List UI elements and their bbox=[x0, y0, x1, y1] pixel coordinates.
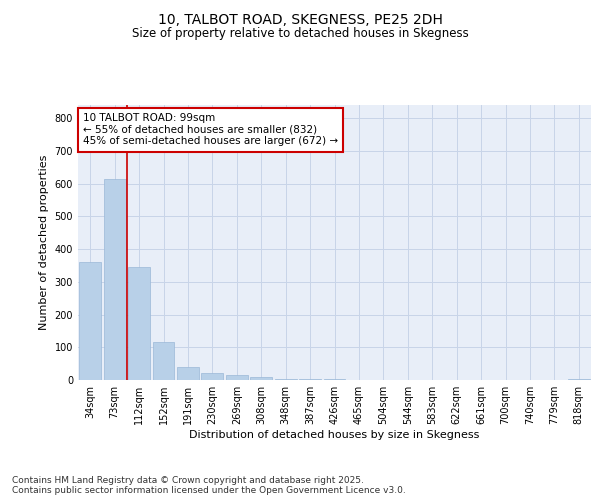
Bar bbox=[226, 375, 248, 380]
X-axis label: Distribution of detached houses by size in Skegness: Distribution of detached houses by size … bbox=[190, 430, 479, 440]
Bar bbox=[104, 178, 125, 380]
Bar bbox=[250, 376, 272, 380]
Text: 10 TALBOT ROAD: 99sqm
← 55% of detached houses are smaller (832)
45% of semi-det: 10 TALBOT ROAD: 99sqm ← 55% of detached … bbox=[83, 114, 338, 146]
Bar bbox=[177, 367, 199, 380]
Text: Contains HM Land Registry data © Crown copyright and database right 2025.
Contai: Contains HM Land Registry data © Crown c… bbox=[12, 476, 406, 495]
Bar bbox=[299, 379, 321, 380]
Bar bbox=[128, 267, 150, 380]
Text: 10, TALBOT ROAD, SKEGNESS, PE25 2DH: 10, TALBOT ROAD, SKEGNESS, PE25 2DH bbox=[158, 12, 442, 26]
Y-axis label: Number of detached properties: Number of detached properties bbox=[39, 155, 49, 330]
Bar bbox=[275, 378, 296, 380]
Bar bbox=[202, 374, 223, 380]
Text: Size of property relative to detached houses in Skegness: Size of property relative to detached ho… bbox=[131, 28, 469, 40]
Bar bbox=[152, 342, 175, 380]
Bar bbox=[79, 262, 101, 380]
